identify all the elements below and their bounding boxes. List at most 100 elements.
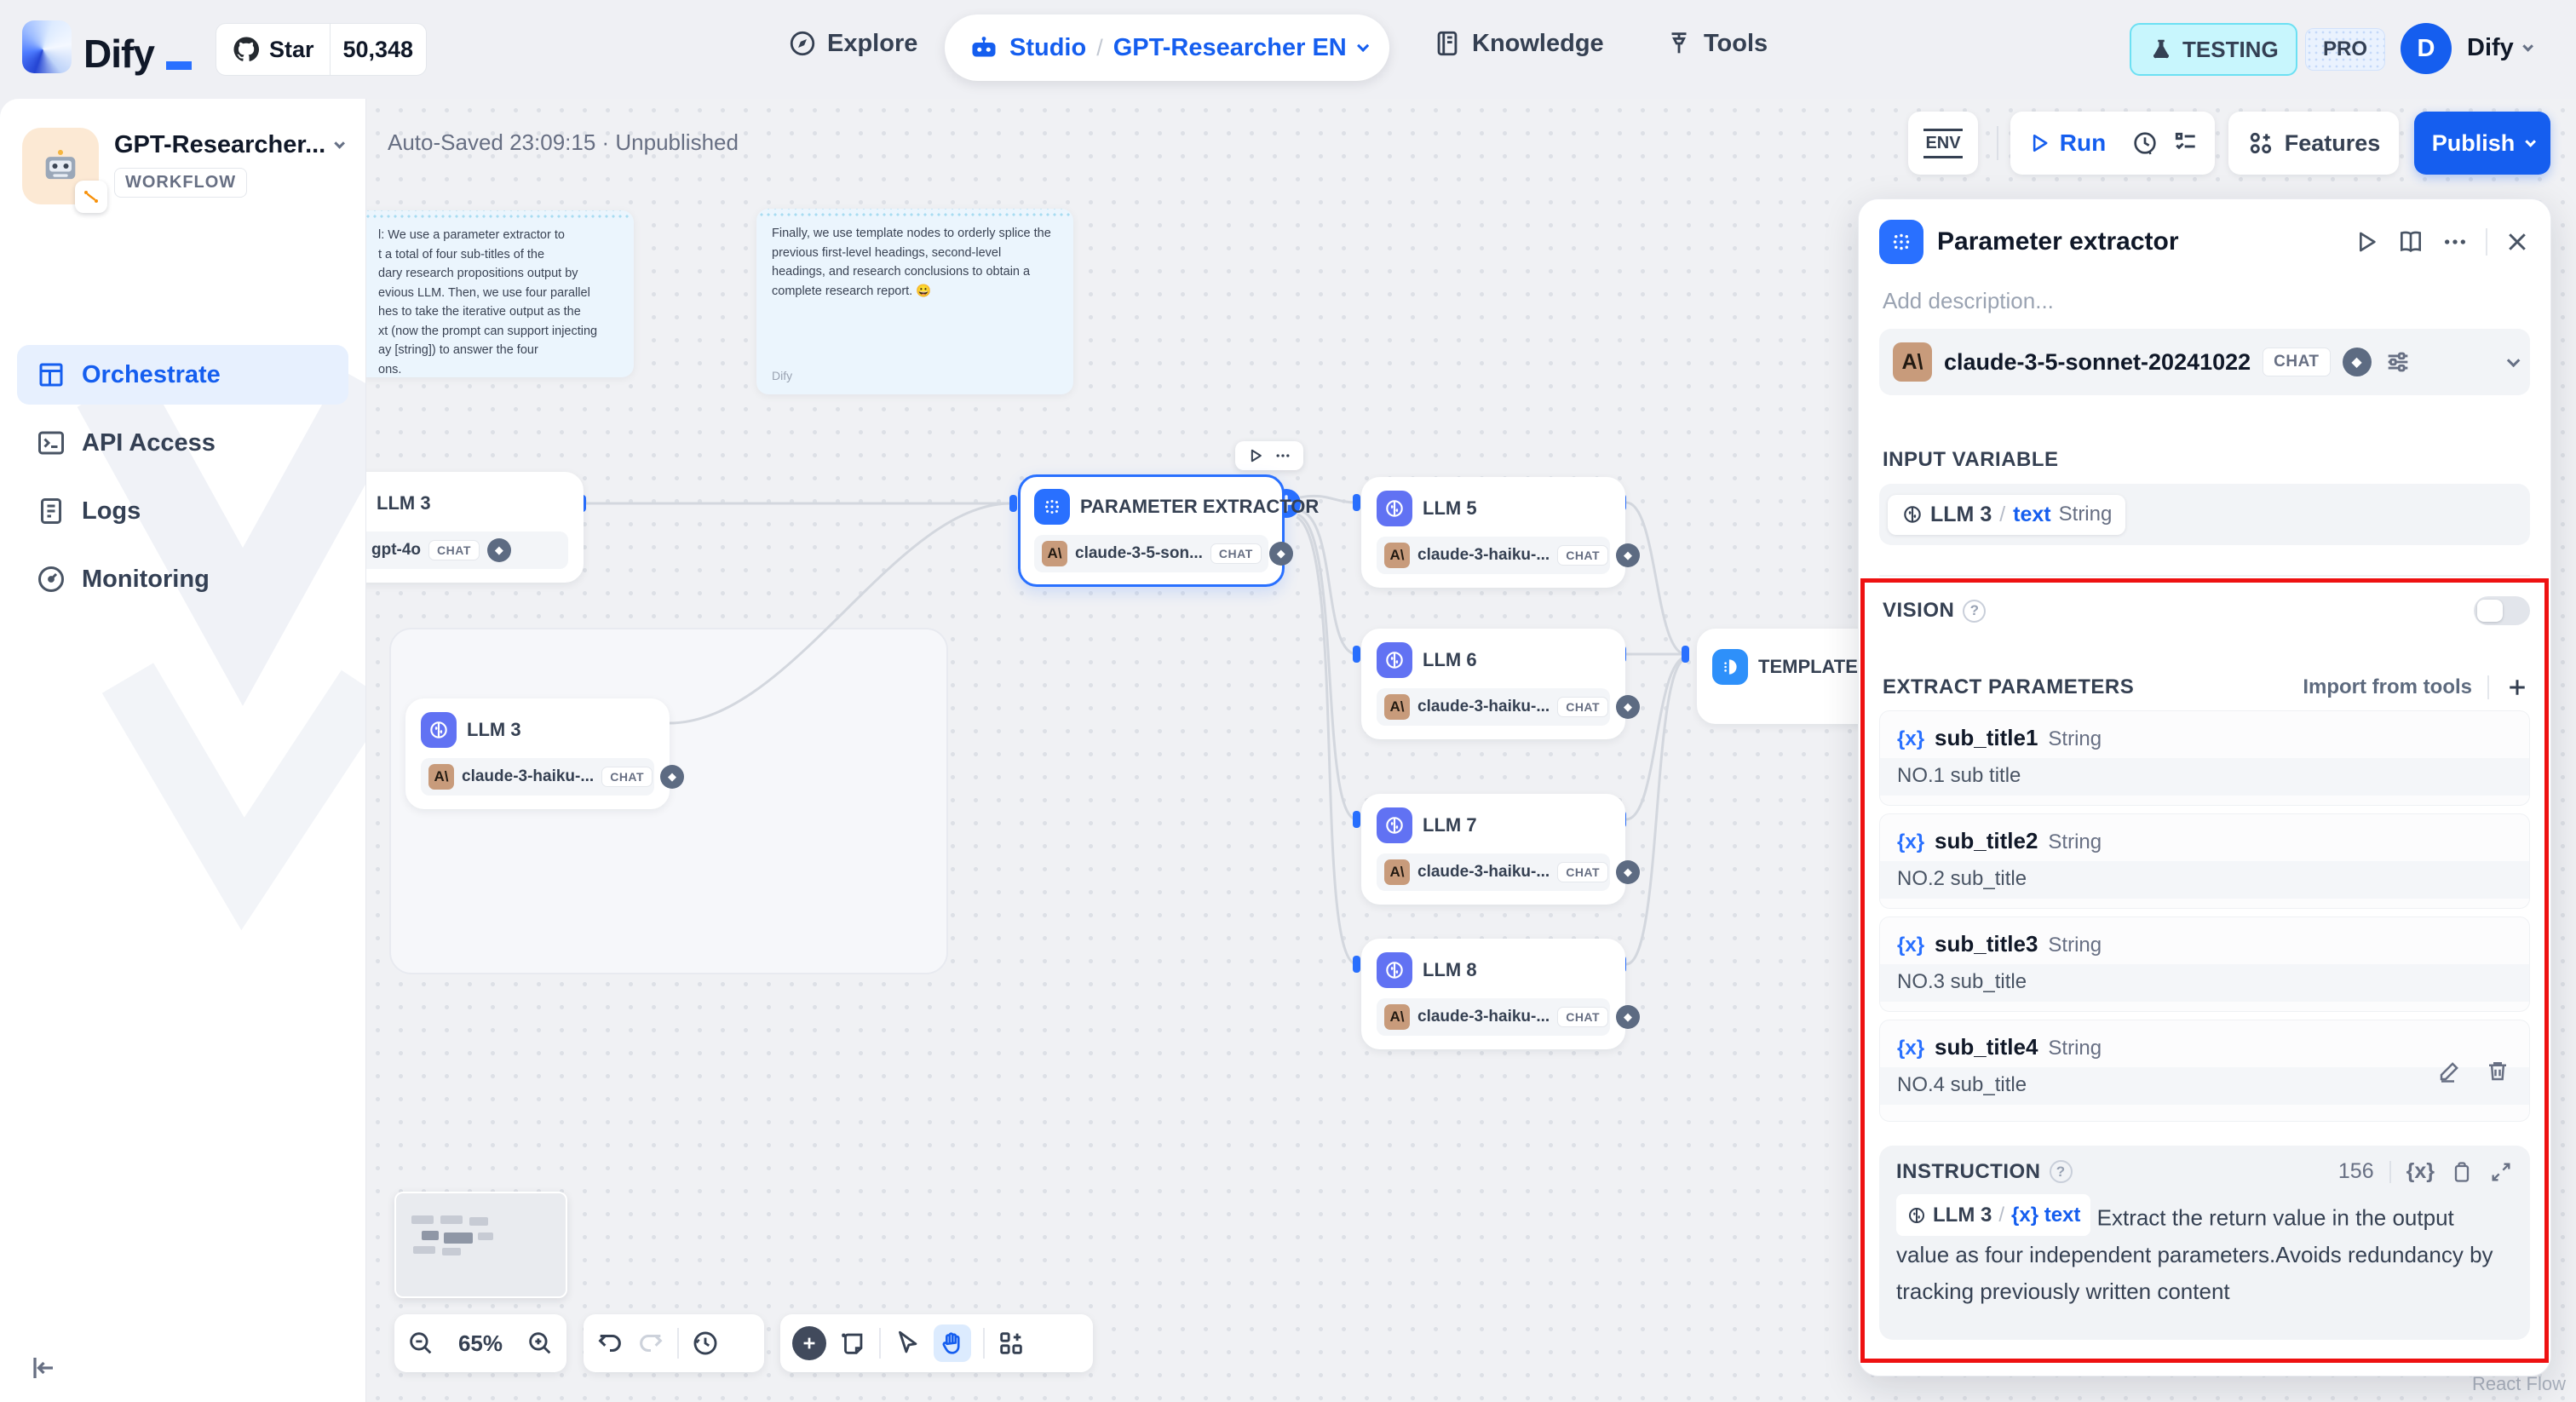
- zoom-level[interactable]: 65%: [457, 1330, 503, 1356]
- node-llm6[interactable]: LLM 6 A\ claude-3-haiku-... CHAT ◆: [1361, 629, 1641, 739]
- anthropic-icon: A\: [1384, 694, 1410, 720]
- panel-run-icon[interactable]: [2353, 228, 2380, 256]
- account-avatar[interactable]: D: [2401, 23, 2452, 74]
- import-from-tools-button[interactable]: Import from tools: [2303, 675, 2472, 698]
- env-button[interactable]: ENV: [1908, 112, 1978, 175]
- github-star-widget[interactable]: Star 50,348: [216, 23, 427, 76]
- model-settings-icon[interactable]: [2383, 348, 2412, 376]
- node-title: PARAMETER EXTRACTOR: [1080, 496, 1320, 517]
- node-llm7[interactable]: LLM 7 A\ claude-3-haiku-... CHAT ◆: [1361, 794, 1641, 905]
- copy-icon[interactable]: [2450, 1160, 2474, 1184]
- zoom-out-icon[interactable]: [406, 1329, 435, 1358]
- expand-icon[interactable]: [2489, 1160, 2513, 1184]
- zoom-in-icon[interactable]: [526, 1329, 555, 1358]
- run-history-button[interactable]: [2119, 129, 2171, 157]
- node-llm8[interactable]: LLM 8 A\ claude-3-haiku-... CHAT ◆: [1361, 939, 1641, 1049]
- node-model-row: A\ claude-3-5-son... CHAT ◆: [1034, 535, 1293, 572]
- chat-badge: CHAT: [601, 767, 653, 787]
- publish-button[interactable]: Publish: [2414, 112, 2550, 175]
- organize-layout-icon[interactable]: [997, 1329, 1026, 1358]
- redo-icon[interactable]: [636, 1329, 665, 1358]
- insert-variable-icon[interactable]: {x}: [2406, 1159, 2435, 1183]
- variable-x-icon: {x}: [1897, 934, 1925, 957]
- sticky-note-2[interactable]: Finally, we use template nodes to orderl…: [756, 209, 1073, 394]
- robot-emoji-icon: [45, 149, 76, 180]
- features-button[interactable]: Features: [2228, 112, 2399, 175]
- input-variable-pill[interactable]: LLM 3 / text String: [1888, 494, 2126, 535]
- model-selector[interactable]: A\ claude-3-5-sonnet-20241022 CHAT ◆: [1879, 329, 2530, 395]
- app-type-badge: WORKFLOW: [114, 168, 248, 198]
- dify-logo[interactable]: Dify: [22, 20, 192, 73]
- sidebar-item-orchestrate[interactable]: Orchestrate: [17, 345, 348, 405]
- app-name[interactable]: GPT-Researcher...: [114, 131, 326, 158]
- panel-more-icon[interactable]: [2441, 228, 2469, 256]
- nav-knowledge[interactable]: Knowledge: [1433, 29, 1604, 58]
- node-more-icon[interactable]: [1274, 447, 1291, 464]
- hand-tool-active[interactable]: [934, 1324, 971, 1362]
- node-llm3-clipped[interactable]: LLM 3 A\ gpt-4o CHAT ◆: [366, 472, 584, 583]
- add-node-button[interactable]: [792, 1326, 826, 1360]
- vision-toggle[interactable]: [2474, 596, 2530, 625]
- sidebar-collapse-button[interactable]: [27, 1353, 58, 1383]
- pointer-tool-icon[interactable]: [893, 1329, 922, 1358]
- node-title: LLM 3: [467, 719, 521, 740]
- parameter-extractor-icon: [1034, 489, 1070, 525]
- node-llm5[interactable]: LLM 5 A\ claude-3-haiku-... CHAT ◆: [1361, 477, 1641, 588]
- instruction-editor[interactable]: LLM 3 / {x} text Extract the return value …: [1896, 1194, 2513, 1310]
- orchestrate-icon: [39, 363, 63, 387]
- char-count: 156: [2337, 1159, 2374, 1183]
- sticky-note-1[interactable]: l: We use a parameter extractor to t a t…: [366, 210, 634, 377]
- chat-badge: CHAT: [1557, 862, 1609, 882]
- logs-icon: [41, 498, 61, 524]
- chevron-down-icon[interactable]: [2506, 353, 2521, 367]
- sidebar-item-monitoring[interactable]: Monitoring: [17, 549, 348, 609]
- pro-badge[interactable]: PRO: [2305, 28, 2386, 71]
- nav-explore[interactable]: Explore: [788, 29, 917, 58]
- minimap[interactable]: [394, 1192, 567, 1298]
- slash-separator: /: [1999, 502, 2006, 526]
- testing-badge[interactable]: TESTING: [2130, 23, 2297, 76]
- checklist-icon: [2176, 132, 2195, 150]
- delete-icon[interactable]: [2485, 1058, 2510, 1083]
- parameter-card-sub_title1[interactable]: {x} sub_title1 String NO.1 sub title: [1879, 710, 2530, 806]
- app-avatar[interactable]: [22, 128, 107, 213]
- chevron-down-icon[interactable]: [1356, 39, 1369, 52]
- node-llm3[interactable]: LLM 3 A\ claude-3-haiku-... CHAT ◆: [405, 698, 685, 809]
- sidebar-item-logs[interactable]: Logs: [17, 481, 348, 541]
- github-star-button[interactable]: Star: [216, 24, 330, 75]
- edit-icon[interactable]: [2437, 1058, 2463, 1083]
- add-note-icon[interactable]: [838, 1329, 867, 1358]
- parameter-card-sub_title4[interactable]: {x} sub_title4 String NO.4 sub_title: [1879, 1020, 2530, 1122]
- node-model-row: A\ claude-3-haiku-... CHAT ◆: [421, 758, 685, 796]
- sidebar-item-api-access[interactable]: API Access: [17, 413, 348, 473]
- sidebar-item-label: Logs: [82, 497, 141, 525]
- node-parameter-extractor[interactable]: PARAMETER EXTRACTOR A\ claude-3-5-son...…: [1018, 474, 1319, 587]
- pro-badge-label: PRO: [2323, 37, 2368, 60]
- help-icon[interactable]: ?: [2049, 1160, 2073, 1183]
- panel-docs-icon[interactable]: [2397, 228, 2424, 256]
- close-icon[interactable]: [2504, 229, 2530, 255]
- parameter-card-sub_title3[interactable]: {x} sub_title3 String NO.3 sub_title: [1879, 916, 2530, 1012]
- version-history-icon[interactable]: [691, 1329, 720, 1358]
- node-play-icon[interactable]: [1247, 447, 1264, 464]
- add-parameter-icon[interactable]: [2504, 675, 2530, 700]
- run-button[interactable]: Run: [2014, 129, 2119, 157]
- chevron-down-icon[interactable]: [334, 138, 346, 149]
- studio-breadcrumb[interactable]: Studio / GPT-Researcher EN: [945, 14, 1389, 81]
- undo-icon[interactable]: [595, 1329, 624, 1358]
- vision-eye-badge: ◆: [1616, 543, 1641, 567]
- play-icon: [2033, 134, 2048, 152]
- nav-studio-label[interactable]: Studio: [1009, 33, 1087, 61]
- description-placeholder[interactable]: Add description...: [1883, 288, 2054, 313]
- parameter-name: sub_title4: [1935, 1034, 2038, 1060]
- help-icon[interactable]: ?: [1963, 599, 1987, 623]
- parameter-card-sub_title2[interactable]: {x} sub_title2 String NO.2 sub_title: [1879, 813, 2530, 909]
- vision-eye-badge: ◆: [1616, 695, 1641, 719]
- nav-tools[interactable]: Tools: [1665, 29, 1768, 58]
- vision-eye-badge: ◆: [1616, 860, 1641, 884]
- variable-type: String: [2058, 503, 2113, 526]
- breadcrumb-app-name[interactable]: GPT-Researcher EN: [1113, 33, 1347, 61]
- checklist-button[interactable]: [2171, 129, 2211, 157]
- account-menu[interactable]: Dify: [2467, 34, 2533, 62]
- node-mini-toolbar[interactable]: [1235, 441, 1303, 470]
